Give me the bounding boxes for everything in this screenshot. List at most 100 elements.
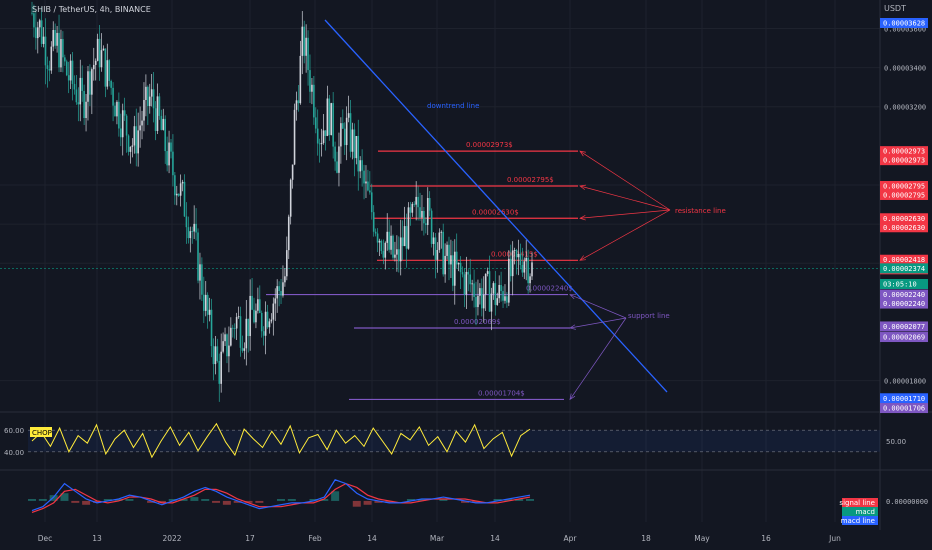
candle [369, 171, 371, 195]
candle-body [214, 346, 217, 365]
macd-hist-bar [157, 500, 166, 503]
level-label-5: 0.00002069$ [454, 318, 501, 326]
candle-body [77, 102, 80, 105]
candle-body [206, 294, 209, 315]
price-badge-text: 0.00001706 [883, 405, 925, 413]
candle [195, 208, 197, 241]
price-badge-7: 0.00002418 [880, 254, 928, 265]
macd-hist-bar [212, 500, 221, 503]
candle [224, 327, 226, 347]
downtrend-line[interactable] [324, 19, 668, 393]
candle [359, 156, 361, 179]
candle-body [415, 196, 417, 205]
candle [295, 91, 298, 121]
candle [147, 85, 149, 126]
chop-indicator: CHOP 60.00 40.00 50.00 [4, 422, 906, 459]
price-badge-bg [880, 393, 928, 404]
candle [494, 270, 497, 316]
macd-hist-bar [385, 500, 394, 503]
candle-body [195, 223, 197, 233]
candle-body [314, 117, 317, 129]
candle [40, 7, 43, 48]
price-badge-0: 0.00003628 [880, 18, 928, 28]
candle-body [262, 331, 265, 336]
candle-body [46, 65, 49, 69]
candle [210, 298, 213, 358]
candle [42, 27, 45, 48]
candle-body [260, 312, 263, 332]
candle-body [216, 346, 219, 361]
candle [121, 103, 124, 156]
candle [162, 108, 165, 131]
candle [287, 214, 290, 259]
candle [475, 281, 477, 326]
candle [299, 40, 302, 105]
candle [193, 205, 195, 240]
candle-body [390, 235, 392, 250]
price-badge-text: 0.00003628 [883, 20, 925, 28]
candle [342, 109, 344, 129]
candle-body [183, 181, 186, 217]
candle [69, 54, 72, 90]
candle-body [396, 249, 398, 255]
macd-hist-bar [287, 499, 296, 501]
candle-body [311, 84, 313, 92]
price-badge-6: 0.00002630 [880, 222, 928, 233]
candle [148, 83, 151, 114]
candle [384, 241, 387, 270]
candle [71, 52, 74, 101]
candle [405, 213, 408, 268]
price-badge-3: 0.00002795 [880, 180, 928, 191]
candle [260, 310, 263, 338]
candle [307, 30, 309, 86]
candle-body [239, 316, 242, 348]
candle-body [498, 284, 500, 299]
candle [150, 74, 153, 107]
candle-body [147, 86, 149, 107]
candle-body [481, 288, 483, 309]
candle [145, 74, 147, 117]
candle-body [502, 291, 504, 301]
candle-body [421, 211, 423, 218]
candle [492, 281, 495, 300]
candle-body [58, 32, 60, 68]
candle [338, 132, 340, 187]
candle [112, 82, 114, 122]
candle [324, 130, 327, 151]
candle-body [243, 348, 246, 351]
candle [517, 239, 520, 276]
time-tick-6: Mar [430, 534, 445, 543]
candle-body [158, 96, 161, 116]
candle [313, 76, 315, 125]
candle-body [168, 142, 170, 166]
candle-body [338, 146, 340, 173]
candle [249, 279, 251, 351]
candle-body [490, 293, 493, 312]
price-badge-bg [880, 403, 928, 414]
candle-body [324, 130, 327, 136]
candle [367, 169, 369, 192]
candle-body [417, 196, 419, 208]
candle [332, 92, 334, 159]
time-tick-8: Apr [564, 534, 578, 543]
price-badge-bg [880, 189, 928, 200]
candle [257, 287, 259, 314]
macd-hist-bar [28, 499, 36, 501]
candle [469, 258, 472, 293]
resistance-arrow-2 [579, 209, 671, 219]
candle-body [506, 296, 508, 303]
label-support-line: support line [628, 312, 670, 320]
candle [52, 21, 55, 52]
candle [62, 31, 64, 73]
candle-body [336, 161, 338, 173]
candle-body [494, 283, 497, 305]
candle-body [430, 210, 433, 244]
candle-body [463, 274, 466, 295]
candle-body [102, 48, 105, 51]
candle-body [33, 13, 35, 28]
resistance-arrow-1-head [579, 184, 586, 190]
macd-hist-bar [92, 500, 101, 503]
candle [89, 64, 91, 107]
candle [461, 266, 464, 278]
